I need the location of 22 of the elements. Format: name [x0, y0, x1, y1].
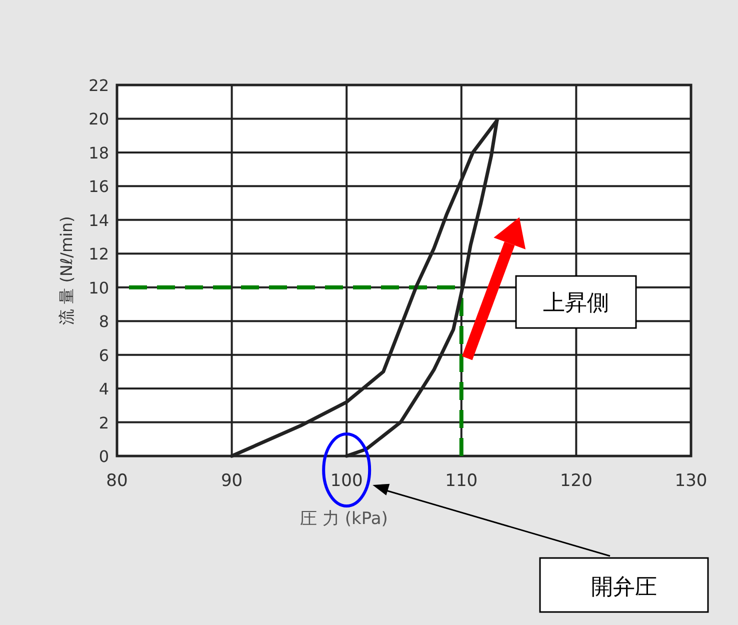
- y-tick-label: 0: [98, 447, 109, 466]
- y-tick-label: 16: [88, 177, 109, 196]
- text: 開弁圧: [591, 575, 657, 600]
- y-tick-label: 12: [88, 244, 109, 264]
- x-tick-label: 100: [330, 471, 363, 491]
- x-tick-label: 130: [674, 471, 708, 491]
- y-tick-label: 10: [88, 278, 109, 298]
- x-axis-title: 圧 力 (kPa): [300, 509, 388, 529]
- y-tick-label: 14: [88, 210, 109, 230]
- y-tick-label: 2: [98, 413, 109, 432]
- y-tick-label: 20: [88, 110, 109, 129]
- y-tick-label: 6: [98, 346, 109, 365]
- x-tick-label: 120: [560, 471, 592, 491]
- y-tick-label: 8: [98, 312, 109, 332]
- x-tick-label: 80: [106, 471, 128, 491]
- x-tick-label: 110: [445, 471, 478, 491]
- y-tick-label: 4: [98, 380, 109, 399]
- annotation: 上昇側: [543, 291, 609, 316]
- y-axis-title: 流 量 (Nℓ/min): [57, 216, 76, 325]
- x-tick-label: 90: [220, 471, 243, 491]
- y-tick-label: 18: [88, 143, 109, 162]
- y-tick-label: 22: [88, 76, 109, 95]
